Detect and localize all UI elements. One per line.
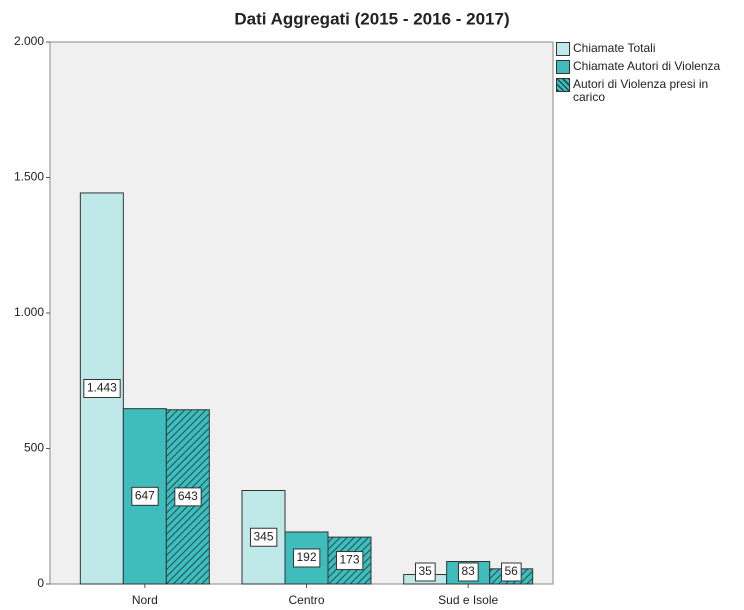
legend-label: Autori di Violenza presi in carico	[573, 77, 709, 104]
data-label: 35	[418, 564, 432, 578]
y-tick-label: 0	[37, 576, 44, 590]
data-label: 1.443	[87, 381, 117, 395]
data-label-box	[174, 487, 202, 507]
data-label: 345	[253, 529, 273, 543]
data-label: 83	[461, 564, 475, 578]
y-tick-label: 1.500	[14, 170, 44, 184]
x-tick-label: Nord	[132, 593, 158, 607]
legend-item: Chiamate Totali	[556, 42, 742, 56]
x-tick-label: Sud e Isole	[438, 593, 498, 607]
y-tick-label: 1.000	[14, 305, 44, 319]
legend-swatch	[556, 42, 570, 56]
data-label-box	[131, 486, 159, 506]
legend-item: Chiamate Autori di Violenza	[556, 60, 742, 74]
data-label-box	[249, 527, 278, 547]
y-tick-label: 2.000	[14, 34, 44, 48]
legend-swatch	[556, 78, 570, 92]
data-label-box	[500, 562, 522, 582]
data-label: 173	[339, 553, 359, 567]
x-tick-label: Centro	[288, 593, 324, 607]
data-label-box	[83, 378, 121, 398]
legend-label: Chiamate Autori di Violenza	[573, 59, 721, 73]
data-label-box	[414, 562, 436, 582]
data-label: 643	[178, 489, 198, 503]
data-label-box	[292, 548, 321, 568]
data-label-box	[335, 551, 364, 571]
legend-item: Autori di Violenza presi in carico	[556, 78, 742, 104]
chart-title: Dati Aggregati (2015 - 2016 - 2017)	[234, 9, 509, 28]
legend: Chiamate Totali Chiamate Autori di Violen…	[556, 42, 742, 108]
y-tick-label: 500	[24, 441, 44, 455]
data-label-box	[457, 562, 479, 582]
legend-swatch	[556, 60, 570, 74]
legend-label: Chiamate Totali	[573, 41, 656, 55]
data-label: 647	[135, 489, 155, 503]
data-label: 192	[296, 550, 316, 564]
data-label: 56	[504, 564, 518, 578]
